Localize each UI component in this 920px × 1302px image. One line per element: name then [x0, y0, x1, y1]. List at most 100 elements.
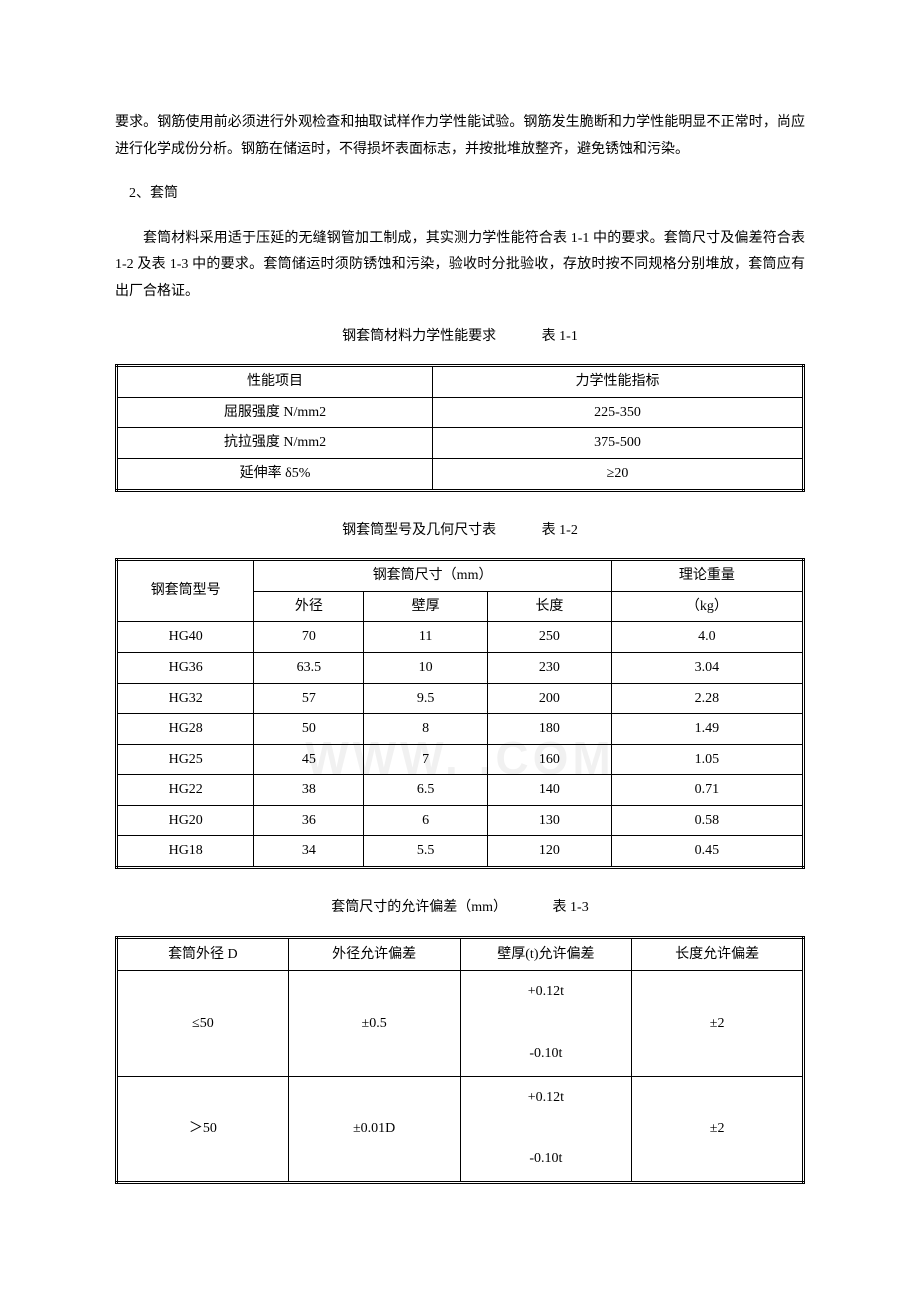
t2-h-model: 钢套筒型号 — [117, 560, 254, 622]
t3-h2: 外径允许偏差 — [288, 937, 460, 971]
t2-r8c5: 0.45 — [611, 836, 803, 868]
t2-r3c3: 9.5 — [364, 683, 488, 714]
table-row: HG36 63.5 10 230 3.04 — [117, 652, 804, 683]
document-page: WWW. .COM 要求。钢筋使用前必须进行外观检查和抽取试样作力学性能试验。钢… — [115, 110, 805, 1184]
t2-r7c5: 0.58 — [611, 805, 803, 836]
t2-h-weight-a: 理论重量 — [611, 560, 803, 592]
t2-r8c3: 5.5 — [364, 836, 488, 868]
paragraph-continuation: 要求。钢筋使用前必须进行外观检查和抽取试样作力学性能试验。钢筋发生脆断和力学性能… — [115, 110, 805, 163]
t3-h3: 壁厚(t)允许偏差 — [460, 937, 632, 971]
t3-r1c3b: -0.10t — [529, 1046, 562, 1061]
t2-r6c1: HG22 — [117, 775, 254, 806]
t2-r1c3: 11 — [364, 622, 488, 653]
table1-number: 表 1-1 — [542, 329, 578, 344]
t2-r4c2: 50 — [254, 714, 364, 745]
t2-r7c2: 36 — [254, 805, 364, 836]
t2-r4c1: HG28 — [117, 714, 254, 745]
table1-title-row: 钢套筒材料力学性能要求 表 1-1 — [115, 324, 805, 351]
t1-r3c1: 延伸率 δ5% — [117, 458, 433, 490]
t2-r1c5: 4.0 — [611, 622, 803, 653]
t2-r8c2: 34 — [254, 836, 364, 868]
t2-h-wall: 壁厚 — [364, 591, 488, 622]
t1-r3c2: ≥20 — [433, 458, 804, 490]
t2-r5c4: 160 — [488, 744, 612, 775]
table-row: HG18 34 5.5 120 0.45 — [117, 836, 804, 868]
t3-h1: 套筒外径 D — [117, 937, 289, 971]
table1-name: 钢套筒材料力学性能要求 — [342, 324, 496, 351]
t2-r5c3: 7 — [364, 744, 488, 775]
table-row: ≤50 ±0.5 +0.12t -0.10t ±2 — [117, 971, 804, 1076]
t2-r6c2: 38 — [254, 775, 364, 806]
t2-r2c2: 63.5 — [254, 652, 364, 683]
t2-r3c4: 200 — [488, 683, 612, 714]
t2-r2c3: 10 — [364, 652, 488, 683]
t2-h-length: 长度 — [488, 591, 612, 622]
table-row: HG28 50 8 180 1.49 — [117, 714, 804, 745]
table3-tolerances: 套筒外径 D 外径允许偏差 壁厚(t)允许偏差 长度允许偏差 ≤50 ±0.5 … — [115, 936, 805, 1184]
t2-r5c5: 1.05 — [611, 744, 803, 775]
t2-r5c1: HG25 — [117, 744, 254, 775]
table2-sleeve-dimensions: 钢套筒型号 钢套筒尺寸（mm） 理论重量 外径 壁厚 长度 （kg） HG40 … — [115, 558, 805, 869]
t3-r1c4: ±2 — [632, 971, 804, 1076]
table-row: HG20 36 6 130 0.58 — [117, 805, 804, 836]
table3-name: 套筒尺寸的允许偏差（mm） — [331, 895, 507, 922]
table3-number: 表 1-3 — [553, 900, 589, 915]
t3-r1c3a: +0.12t — [528, 984, 564, 999]
table2-number: 表 1-2 — [542, 523, 578, 538]
table-row: HG25 45 7 160 1.05 — [117, 744, 804, 775]
t3-r2c2: ±0.01D — [288, 1076, 460, 1182]
t2-r8c1: HG18 — [117, 836, 254, 868]
t3-r2c3b: -0.10t — [529, 1151, 562, 1166]
t2-r2c1: HG36 — [117, 652, 254, 683]
t3-r1c3: +0.12t -0.10t — [460, 971, 632, 1076]
t2-r1c4: 250 — [488, 622, 612, 653]
t1-r2c1: 抗拉强度 N/mm2 — [117, 428, 433, 459]
t2-r8c4: 120 — [488, 836, 612, 868]
t2-r5c2: 45 — [254, 744, 364, 775]
t2-r1c1: HG40 — [117, 622, 254, 653]
t1-r1c2: 225-350 — [433, 397, 804, 428]
t2-r6c5: 0.71 — [611, 775, 803, 806]
table1-header-item: 性能项目 — [117, 366, 433, 398]
table-row: 屈服强度 N/mm2 225-350 — [117, 397, 804, 428]
t3-r2c3a: +0.12t — [528, 1090, 564, 1105]
t1-r1c1: 屈服强度 N/mm2 — [117, 397, 433, 428]
t3-r2c1: ＞50 — [117, 1076, 289, 1182]
paragraph-sleeve-desc: 套筒材料采用适于压延的无缝钢管加工制成，其实测力学性能符合表 1-1 中的要求。… — [115, 226, 805, 306]
t2-r3c5: 2.28 — [611, 683, 803, 714]
t2-r6c4: 140 — [488, 775, 612, 806]
t2-r1c2: 70 — [254, 622, 364, 653]
section-heading-2: 2、套筒 — [115, 181, 805, 208]
t1-r2c2: 375-500 — [433, 428, 804, 459]
t2-r3c2: 57 — [254, 683, 364, 714]
t2-r4c5: 1.49 — [611, 714, 803, 745]
table-row: 延伸率 δ5% ≥20 — [117, 458, 804, 490]
t2-r7c3: 6 — [364, 805, 488, 836]
t2-r6c3: 6.5 — [364, 775, 488, 806]
table-row: HG22 38 6.5 140 0.71 — [117, 775, 804, 806]
t3-r2c4: ±2 — [632, 1076, 804, 1182]
t2-r2c5: 3.04 — [611, 652, 803, 683]
table-row: 套筒外径 D 外径允许偏差 壁厚(t)允许偏差 长度允许偏差 — [117, 937, 804, 971]
table1-header-index: 力学性能指标 — [433, 366, 804, 398]
t2-r7c4: 130 — [488, 805, 612, 836]
t2-r2c4: 230 — [488, 652, 612, 683]
t2-r4c4: 180 — [488, 714, 612, 745]
t2-r3c1: HG32 — [117, 683, 254, 714]
table3-title-row: 套筒尺寸的允许偏差（mm） 表 1-3 — [115, 895, 805, 922]
table1-mechanical-properties: 性能项目 力学性能指标 屈服强度 N/mm2 225-350 抗拉强度 N/mm… — [115, 364, 805, 491]
table-row: 钢套筒型号 钢套筒尺寸（mm） 理论重量 — [117, 560, 804, 592]
t2-h-weight-b: （kg） — [611, 591, 803, 622]
t2-r4c3: 8 — [364, 714, 488, 745]
table-row: 抗拉强度 N/mm2 375-500 — [117, 428, 804, 459]
table-row: 性能项目 力学性能指标 — [117, 366, 804, 398]
t3-h4: 长度允许偏差 — [632, 937, 804, 971]
table-row: ＞50 ±0.01D +0.12t -0.10t ±2 — [117, 1076, 804, 1182]
t3-r1c2: ±0.5 — [288, 971, 460, 1076]
t2-h-outer: 外径 — [254, 591, 364, 622]
table-row: HG32 57 9.5 200 2.28 — [117, 683, 804, 714]
table2-name: 钢套筒型号及几何尺寸表 — [342, 518, 496, 545]
table2-title-row: 钢套筒型号及几何尺寸表 表 1-2 — [115, 518, 805, 545]
t3-r1c1: ≤50 — [117, 971, 289, 1076]
t3-r2c3: +0.12t -0.10t — [460, 1076, 632, 1182]
